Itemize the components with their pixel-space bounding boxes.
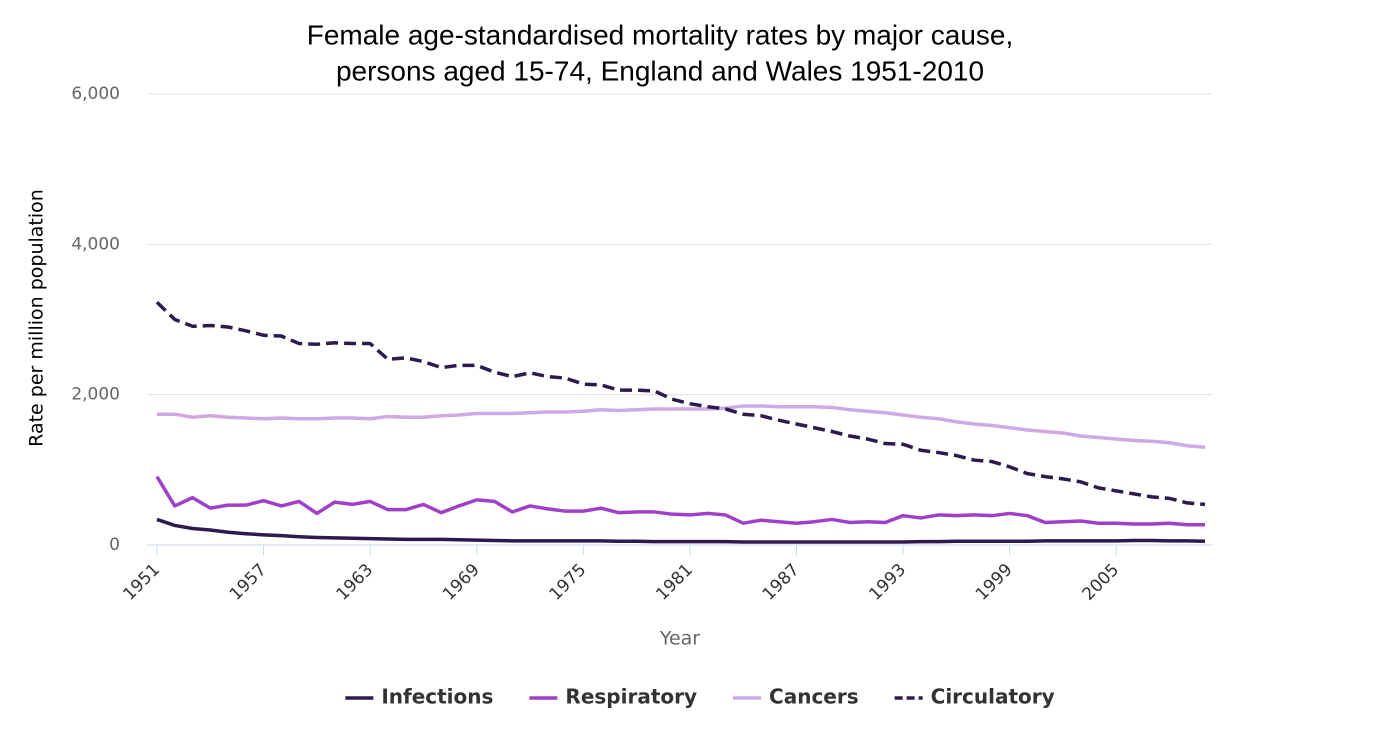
- legend-label: Infections: [381, 685, 493, 709]
- x-tick-label: 2005: [1079, 560, 1124, 605]
- chart-title: persons aged 15-74, England and Wales 19…: [336, 55, 984, 86]
- x-tick-label: 1951: [119, 560, 164, 605]
- y-tick-label: 6,000: [71, 84, 120, 104]
- x-tick-label: 1993: [865, 560, 910, 605]
- legend-label: Respiratory: [565, 685, 697, 709]
- y-tick-label: 0: [109, 535, 120, 555]
- series-line: [155, 300, 1206, 507]
- x-tick-label: 1981: [652, 560, 697, 605]
- x-tick-label: 1999: [972, 560, 1017, 605]
- legend-label: Cancers: [769, 685, 859, 709]
- y-tick-label: 2,000: [71, 385, 120, 405]
- series-line: [156, 517, 1206, 544]
- y-axis-label: Rate per million population: [26, 189, 48, 447]
- y-tick-label: 4,000: [71, 234, 120, 254]
- x-tick-label: 1963: [332, 560, 377, 605]
- x-tick-label: 1957: [226, 560, 271, 605]
- x-axis-label: Year: [659, 628, 700, 650]
- x-tick-label: 1975: [546, 560, 591, 605]
- series-line: [155, 475, 1205, 527]
- legend-label: Circulatory: [931, 685, 1055, 709]
- x-tick-label: 1987: [759, 560, 804, 605]
- chart-title: Female age-standardised mortality rates …: [307, 19, 1014, 50]
- x-tick-label: 1969: [439, 560, 484, 605]
- series-line: [157, 404, 1206, 450]
